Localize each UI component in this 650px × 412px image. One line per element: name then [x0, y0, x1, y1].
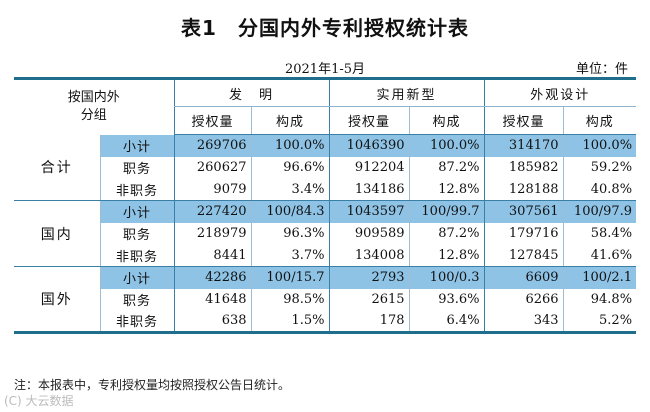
table-cell: 41648 — [173, 288, 252, 311]
table-row: 非职务 8441 3.7% 134008 12.8% 127845 41.6% — [14, 244, 637, 267]
row-label: 小计 — [99, 134, 175, 157]
table-cell: 307561 — [483, 200, 564, 223]
group-header-invention: 发 明 — [173, 77, 330, 107]
table-cell: 40.8% — [562, 178, 637, 201]
region-label: 国外 — [14, 266, 100, 334]
table-cell: 343 — [483, 310, 564, 334]
table-cell: 178 — [328, 310, 410, 334]
sub-header-share: 构成 — [408, 106, 485, 135]
table-cell: 260627 — [173, 156, 252, 179]
table-cell: 2615 — [328, 288, 410, 311]
table-cell: 96.3% — [250, 222, 330, 245]
table-cell: 134186 — [328, 178, 410, 201]
table-row: 职务 260627 96.6% 912204 87.2% 185982 59.2… — [14, 156, 637, 179]
table-cell: 87.2% — [408, 222, 485, 245]
table-row: 国外 小计 42286 100/15.7 2793 100/0.3 6609 1… — [14, 266, 637, 334]
table-cell: 179716 — [483, 222, 564, 245]
row-label: 小计 — [99, 266, 175, 289]
table-cell: 6266 — [483, 288, 564, 311]
table-title: 表1 分国内外专利授权统计表 — [181, 16, 469, 40]
row-label: 非职务 — [99, 310, 175, 334]
patent-stats-table: 按国内外 分组 发 明 实用新型 外观设计 授权量 构成 授权量 构成 授权量 … — [14, 77, 637, 334]
period-label: 2021年1-5月 — [284, 62, 366, 77]
sub-header-count: 授权量 — [483, 106, 564, 135]
table-row: 职务 41648 98.5% 2615 93.6% 6266 94.8% — [14, 288, 637, 311]
table-cell: 100/0.3 — [408, 266, 485, 289]
table-row: 非职务 638 1.5% 178 6.4% 343 5.2% — [14, 310, 637, 334]
table-cell: 93.6% — [408, 288, 485, 311]
table-cell: 100.0% — [562, 134, 637, 157]
table-cell: 12.8% — [408, 178, 485, 201]
table-cell: 100/84.3 — [250, 200, 330, 223]
sub-header-share: 构成 — [562, 106, 637, 135]
table-cell: 909589 — [328, 222, 410, 245]
table-cell: 1.5% — [250, 310, 330, 334]
table-cell: 218979 — [173, 222, 252, 245]
corner-header-line2: 分组 — [80, 108, 107, 124]
table-cell: 100.0% — [250, 134, 330, 157]
table-cell: 87.2% — [408, 156, 485, 179]
row-label: 非职务 — [99, 178, 175, 201]
row-label: 职务 — [99, 156, 175, 179]
group-header-utility-model: 实用新型 — [328, 77, 485, 107]
table-cell: 2793 — [328, 266, 410, 289]
table-cell: 59.2% — [562, 156, 637, 179]
sub-header-count: 授权量 — [328, 106, 410, 135]
table-cell: 3.4% — [250, 178, 330, 201]
region-label: 国内 — [14, 200, 100, 267]
group-header-design: 外观设计 — [483, 77, 637, 107]
table-cell: 58.4% — [562, 222, 637, 245]
footnote: 注：本报表中，专利授权量均按照授权公告日统计。 — [14, 378, 291, 392]
table-cell: 42286 — [173, 266, 252, 289]
table-cell: 227420 — [173, 200, 252, 223]
row-label: 职务 — [99, 222, 175, 245]
table-row: 合计 小计 269706 100.0% 1046390 100.0% 31417… — [14, 134, 637, 201]
corner-header-line1: 按国内外 — [67, 90, 120, 106]
table-row: 职务 218979 96.3% 909589 87.2% 179716 58.4… — [14, 222, 637, 245]
table-cell: 314170 — [483, 134, 564, 157]
table-cell: 100/15.7 — [250, 266, 330, 289]
table-cell: 9079 — [173, 178, 252, 201]
table-cell: 912204 — [328, 156, 410, 179]
table-cell: 128188 — [483, 178, 564, 201]
table-cell: 41.6% — [562, 244, 637, 267]
row-label: 小计 — [99, 200, 175, 223]
table-row: 国内 小计 227420 100/84.3 1043597 100/99.7 3… — [14, 200, 637, 267]
region-label: 合计 — [14, 134, 100, 201]
table-cell: 638 — [173, 310, 252, 334]
sub-header-share: 构成 — [250, 106, 330, 135]
table-cell: 1043597 — [328, 200, 410, 223]
table-cell: 96.6% — [250, 156, 330, 179]
table-cell: 3.7% — [250, 244, 330, 267]
table-cell: 5.2% — [562, 310, 637, 334]
table-cell: 6609 — [483, 266, 564, 289]
table-cell: 269706 — [173, 134, 252, 157]
watermark: (C) 大云数据 — [4, 394, 74, 408]
sub-header-count: 授权量 — [173, 106, 252, 135]
table-cell: 98.5% — [250, 288, 330, 311]
table-row: 非职务 9079 3.4% 134186 12.8% 128188 40.8% — [14, 178, 637, 201]
table-cell: 12.8% — [408, 244, 485, 267]
row-label: 职务 — [99, 288, 175, 311]
table-cell: 8441 — [173, 244, 252, 267]
table-cell: 1046390 — [328, 134, 410, 157]
table-cell: 100/2.1 — [562, 266, 637, 289]
table-cell: 185982 — [483, 156, 564, 179]
row-label: 非职务 — [99, 244, 175, 267]
table-cell: 100/99.7 — [408, 200, 485, 223]
table-cell: 6.4% — [408, 310, 485, 334]
table-cell: 100.0% — [408, 134, 485, 157]
table-cell: 134008 — [328, 244, 410, 267]
unit-label: 单位：件 — [575, 62, 628, 77]
corner-header: 按国内外 分组 — [14, 77, 175, 135]
table-cell: 100/97.9 — [562, 200, 637, 223]
table-cell: 94.8% — [562, 288, 637, 311]
table-cell: 127845 — [483, 244, 564, 267]
